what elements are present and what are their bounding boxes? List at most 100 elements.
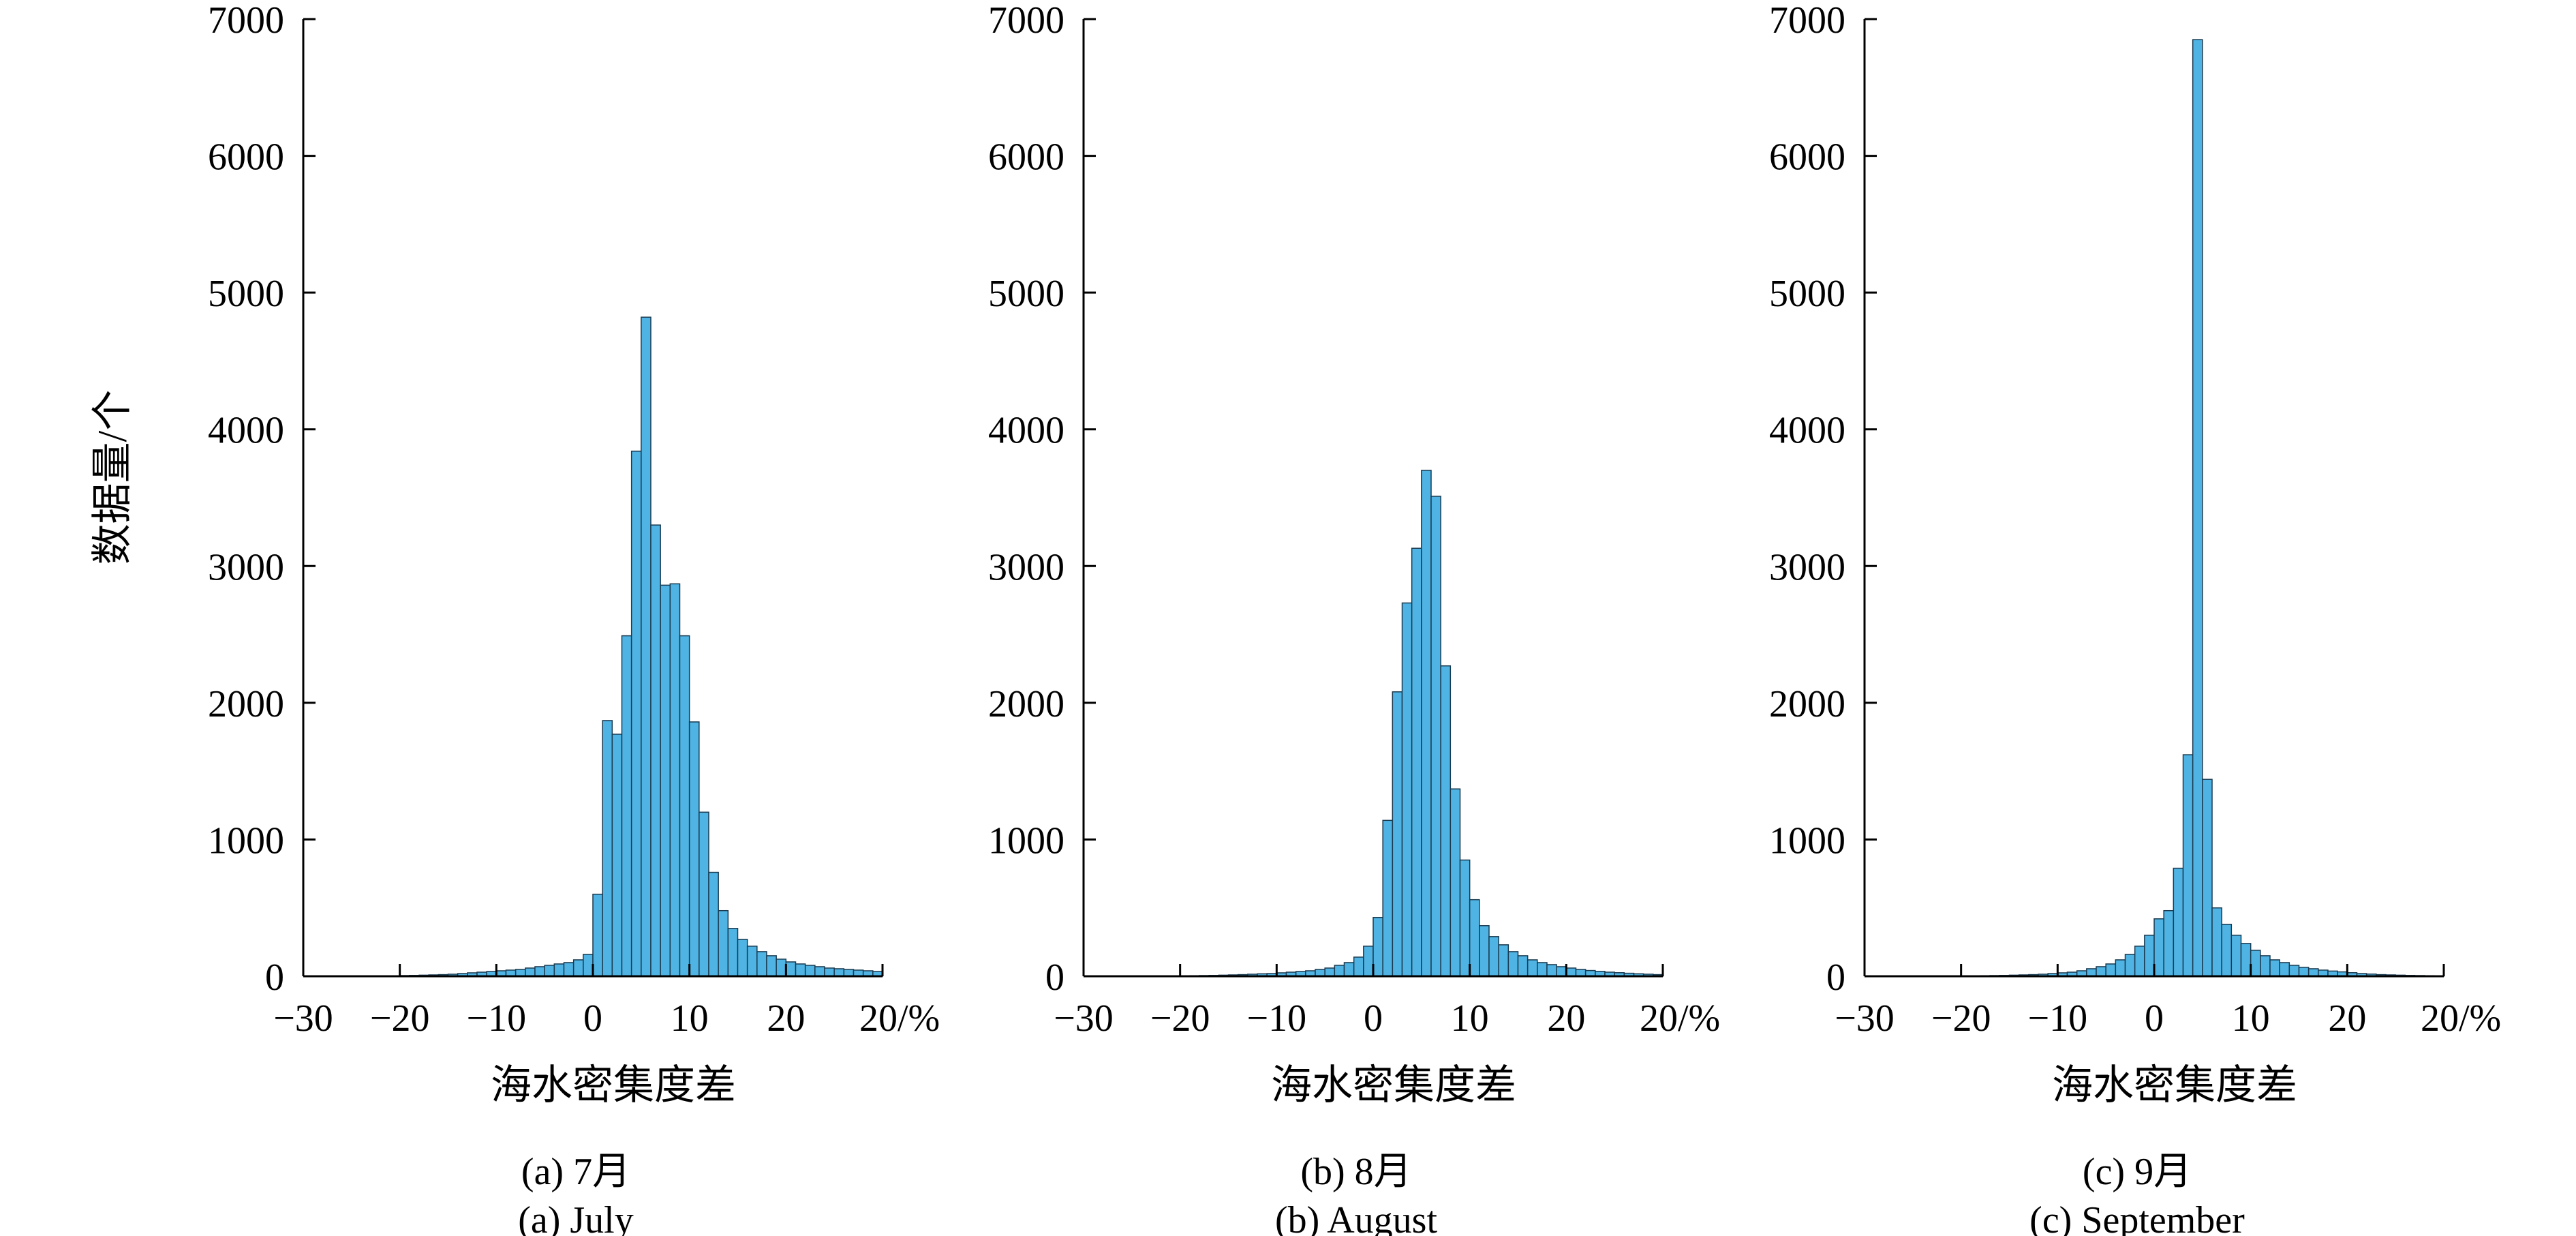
histogram-bar [1324, 967, 1336, 977]
histogram-bar [2096, 966, 2106, 977]
histogram-bar [2298, 967, 2310, 977]
x-tick-label: 0 [2145, 997, 2164, 1040]
x-tick-label: 0 [1364, 997, 1383, 1040]
x-tick-label: 10 [2232, 997, 2270, 1040]
histogram-bar [1459, 859, 1471, 977]
histogram-bar [660, 584, 671, 977]
y-tick-label: 5000 [208, 273, 284, 315]
chart-panel-3: 0 1000 2000 3000 4000 5000 6000 7000 −30 −20 −10 0 1… [1769, 0, 2501, 1236]
histogram-bar [2153, 918, 2164, 977]
histogram-bar [833, 968, 845, 977]
histogram-bar [1315, 969, 1325, 977]
histogram-bar [843, 969, 855, 977]
x-tick-label: 20/% [2421, 997, 2501, 1040]
histogram-bar [1469, 899, 1480, 977]
histogram-bar [641, 316, 651, 977]
histogram-bar [1546, 964, 1557, 977]
histogram-bar [1421, 470, 1432, 977]
histogram-bar [2202, 779, 2213, 977]
x-tick-label: −10 [2028, 997, 2088, 1040]
histogram-bar [1565, 967, 1577, 977]
y-tick-label: 3000 [1769, 546, 1845, 588]
histogram-bar [534, 966, 545, 977]
histogram-bar [1343, 962, 1355, 977]
histogram-bar [2134, 946, 2145, 977]
histogram-bar [2279, 962, 2290, 977]
chart-panel-1: 0 1000 2000 3000 4000 5000 6000 7000 −30 −20 −10 0 1… [208, 0, 940, 1236]
y-tick-label: 1000 [1769, 819, 1845, 862]
chart-panel-2: 0 1000 2000 3000 4000 5000 6000 7000 −30 −20 −10 0 1… [988, 0, 1720, 1236]
y-axis-label: 数据量/个 [90, 390, 135, 565]
histogram-bar [515, 969, 526, 977]
histogram-bar [1353, 956, 1364, 977]
histogram-bar [2163, 909, 2175, 977]
x-axis-label: 海水密集度差 [1271, 1063, 1516, 1108]
y-tick-label: 5000 [1769, 273, 1845, 315]
histogram-bar [679, 635, 690, 977]
y-tick-label: 1000 [988, 819, 1064, 862]
histogram-bar [2115, 959, 2126, 977]
x-tick-label: 20 [1547, 997, 1585, 1040]
x-tick-label: 20/% [859, 997, 940, 1040]
x-tick-label: −30 [1054, 997, 1114, 1040]
x-tick-label: 10 [1451, 997, 1489, 1040]
histogram-bar [1392, 691, 1403, 977]
histogram-bar [824, 967, 835, 977]
histogram-bar [1373, 917, 1383, 977]
histogram-bar [1440, 665, 1452, 977]
histogram-bar [1430, 496, 1441, 977]
histogram-bar [602, 720, 613, 977]
x-tick-label: 0 [583, 997, 602, 1040]
panel-caption-cn: (c) 9月 [2083, 1151, 2192, 1193]
histogram-bar [2269, 959, 2280, 977]
histogram-bar [2260, 955, 2271, 977]
y-tick-label: 2000 [1769, 683, 1845, 725]
histogram-bar [650, 524, 661, 977]
x-tick-label: −10 [467, 997, 527, 1040]
histogram-bar [1507, 951, 1519, 977]
y-tick-label: 7000 [208, 0, 284, 42]
y-tick-label: 0 [1045, 956, 1064, 999]
histogram-bar [688, 721, 700, 977]
y-tick-label: 3000 [988, 546, 1064, 588]
histogram-bar [630, 451, 642, 977]
histogram-bar [2240, 943, 2252, 977]
y-tick-label: 1000 [208, 819, 284, 862]
histogram-bar [814, 966, 825, 977]
x-tick-label: 20 [2328, 997, 2366, 1040]
y-tick-label: 3000 [208, 546, 284, 588]
x-tick-label: −20 [1150, 997, 1210, 1040]
histogram-bar [1401, 602, 1413, 977]
histogram-bar [1537, 962, 1548, 977]
panel-caption-cn: (b) 8月 [1300, 1151, 1411, 1193]
histogram-bar [2173, 867, 2184, 977]
histogram-bar [1479, 925, 1490, 977]
x-tick-label: −30 [1835, 997, 1895, 1040]
y-tick-label: 0 [1826, 956, 1845, 999]
histogram-bar [804, 965, 816, 977]
y-tick-label: 5000 [988, 273, 1064, 315]
x-axis-label: 海水密集度差 [2052, 1063, 2297, 1108]
y-tick-label: 6000 [988, 136, 1064, 179]
y-tick-label: 0 [265, 956, 284, 999]
x-tick-label: 20 [767, 997, 805, 1040]
histogram-bar [2192, 39, 2203, 977]
y-tick-label: 7000 [1769, 0, 1845, 42]
histogram-bar [2182, 754, 2194, 977]
histogram-bar [746, 946, 758, 977]
histogram-bar [2124, 954, 2136, 977]
histogram-bar [2105, 963, 2117, 977]
histogram-bar [1382, 819, 1394, 977]
x-tick-label: −20 [370, 997, 430, 1040]
x-axis-label: 海水密集度差 [491, 1063, 736, 1108]
histogram-bar [621, 635, 632, 977]
histogram-bar [1556, 966, 1567, 977]
histogram-bar [2144, 935, 2155, 977]
histogram-bar [737, 939, 748, 977]
panel-caption-en: (a) July [518, 1199, 634, 1236]
histogram-bar [2230, 935, 2242, 977]
x-tick-label: −20 [1931, 997, 1991, 1040]
y-tick-label: 7000 [988, 0, 1064, 42]
x-tick-label: 20/% [1640, 997, 1720, 1040]
